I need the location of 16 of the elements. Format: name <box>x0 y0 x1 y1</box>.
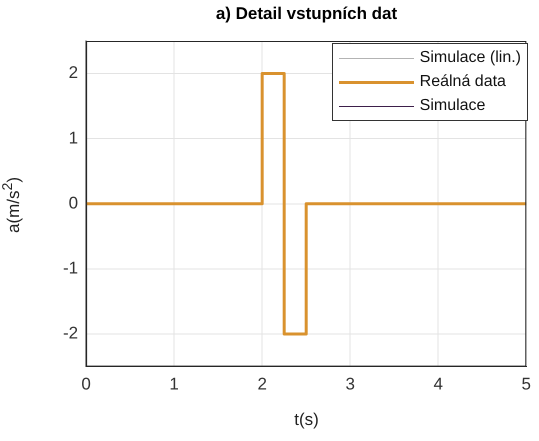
x-tick-label: 1 <box>169 374 179 394</box>
x-axis-title: t(s) <box>293 410 320 430</box>
y-tick-label: 0 <box>68 193 78 212</box>
x-tick-label: 3 <box>345 374 355 394</box>
x-tick-label: 4 <box>434 374 443 394</box>
x-tick-label: 2 <box>257 374 267 394</box>
legend-label: Simulace (lin.) <box>420 49 521 67</box>
legend-label: Reálná data <box>420 73 506 91</box>
legend-label: Simulace <box>420 97 486 115</box>
y-tick-label: -2 <box>62 324 78 343</box>
y-tick-label: -1 <box>62 258 78 278</box>
chart-title: a) Detail vstupních dat <box>214 4 398 24</box>
x-tick-label: 5 <box>522 374 532 394</box>
y-tick-label: 1 <box>68 128 78 148</box>
x-tick-label: 0 <box>81 374 91 394</box>
y-tick-label: 2 <box>68 63 78 82</box>
